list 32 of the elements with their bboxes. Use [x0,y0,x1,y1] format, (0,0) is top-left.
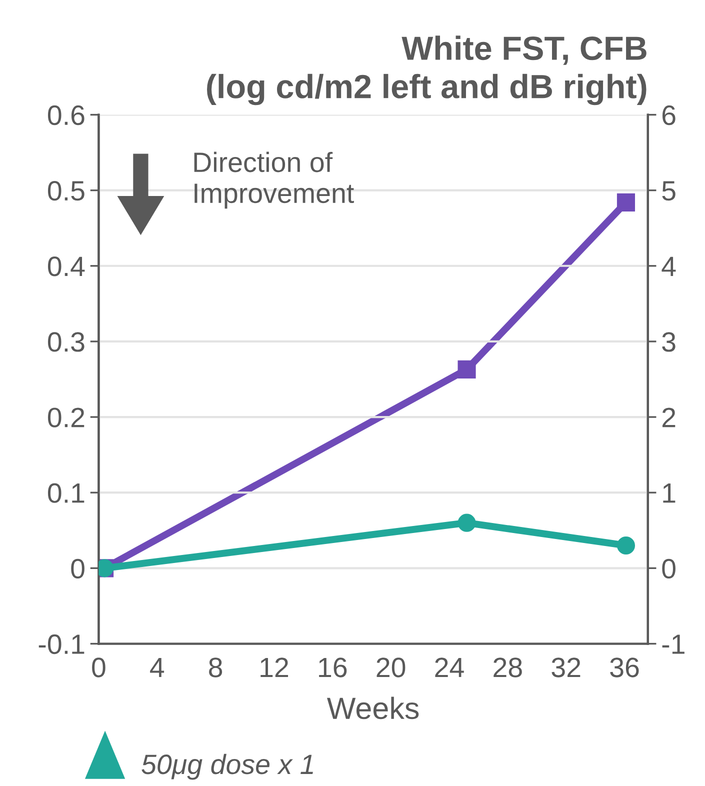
y-tick-label: 0.2 [48,408,84,428]
y-tick-label: 0.1 [48,483,84,503]
y-tick-label: 0.5 [48,180,84,201]
y-tick-label: -0.1 [38,634,84,654]
y-tick-label: 0.3 [48,332,84,352]
y2-tick-label: 6 [662,105,676,126]
y2-tick-label: 3 [662,332,676,352]
point [616,536,636,555]
x-axis-title: Weeks [327,696,419,720]
x-tick-label: 16 [319,658,347,678]
x-tick-label: 36 [610,658,639,678]
y2-tick-label: 4 [662,256,676,276]
annotation: Direction of Improvement [194,152,354,209]
y2-tick-label: -1 [662,634,684,654]
y2-tick-label: 1 [663,484,676,503]
x-tick-label: 12 [260,658,288,678]
y-tick-label: 0.4 [48,256,85,276]
y-tick-label: 0.6 [48,105,84,126]
x-tick-label: 32 [552,658,580,678]
chart-title: White FST, CFB (log cd/m2 left and dB right) [207,36,646,106]
x-tick-label: 8 [209,658,222,678]
x-tick-label: 28 [494,658,522,678]
x-tick-label: 20 [376,658,406,678]
text: 50μg dose x 1 [142,754,313,780]
x-tick-label: 4 [150,658,164,678]
point [458,514,476,532]
y-tick-label: 0 [71,558,84,579]
y2-tick-label: 5 [662,181,676,201]
x-tick-label: 0 [92,658,106,678]
x-tick-label: 24 [435,658,464,678]
y2-tick-label: 0 [662,558,676,579]
y2-tick-label: 2 [662,408,676,428]
